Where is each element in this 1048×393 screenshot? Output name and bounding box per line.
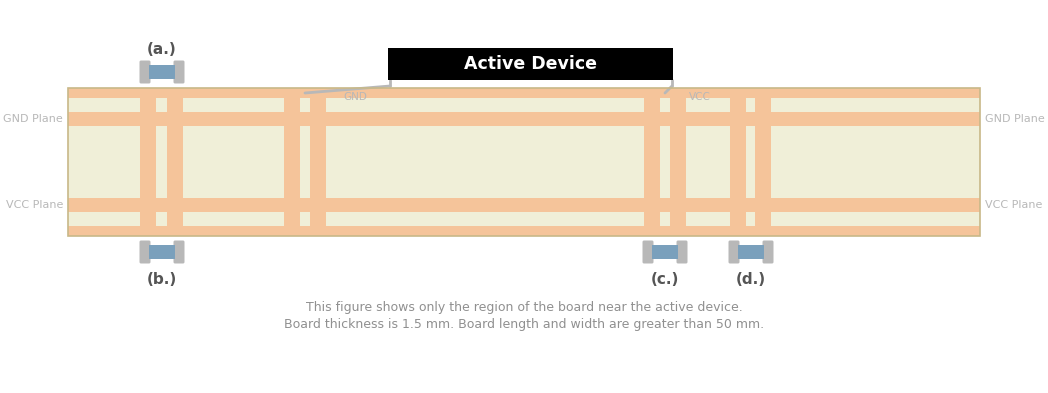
Bar: [149, 65, 175, 79]
Text: VCC Plane: VCC Plane: [5, 200, 63, 210]
Bar: [310, 88, 326, 236]
Text: Board thickness is 1.5 mm. Board length and width are greater than 50 mm.: Board thickness is 1.5 mm. Board length …: [284, 318, 764, 331]
Bar: [670, 88, 686, 236]
FancyBboxPatch shape: [139, 241, 151, 263]
Bar: [755, 88, 771, 236]
Text: (c.): (c.): [651, 272, 679, 287]
Bar: [68, 88, 980, 236]
Bar: [68, 88, 980, 236]
Bar: [284, 88, 300, 236]
Text: (d.): (d.): [736, 272, 766, 287]
FancyBboxPatch shape: [174, 241, 184, 263]
Text: (b.): (b.): [147, 272, 177, 287]
Bar: [140, 88, 156, 236]
Text: GND: GND: [343, 92, 367, 102]
Bar: [167, 88, 183, 236]
FancyBboxPatch shape: [728, 241, 740, 263]
Text: VCC: VCC: [690, 92, 711, 102]
Text: This figure shows only the region of the board near the active device.: This figure shows only the region of the…: [306, 301, 742, 314]
FancyBboxPatch shape: [174, 61, 184, 83]
FancyBboxPatch shape: [139, 61, 151, 83]
Text: GND Plane: GND Plane: [3, 114, 63, 124]
Text: Active Device: Active Device: [464, 55, 597, 73]
Text: GND Plane: GND Plane: [985, 114, 1045, 124]
Bar: [645, 88, 660, 236]
Text: (a.): (a.): [147, 42, 177, 57]
FancyBboxPatch shape: [763, 241, 773, 263]
Bar: [652, 245, 678, 259]
Bar: [68, 112, 980, 126]
Bar: [68, 88, 980, 98]
Bar: [68, 198, 980, 212]
Bar: [738, 245, 764, 259]
Bar: [388, 48, 673, 80]
FancyBboxPatch shape: [642, 241, 654, 263]
Text: VCC Plane: VCC Plane: [985, 200, 1043, 210]
Bar: [730, 88, 746, 236]
Bar: [149, 245, 175, 259]
FancyBboxPatch shape: [677, 241, 687, 263]
Bar: [68, 226, 980, 236]
